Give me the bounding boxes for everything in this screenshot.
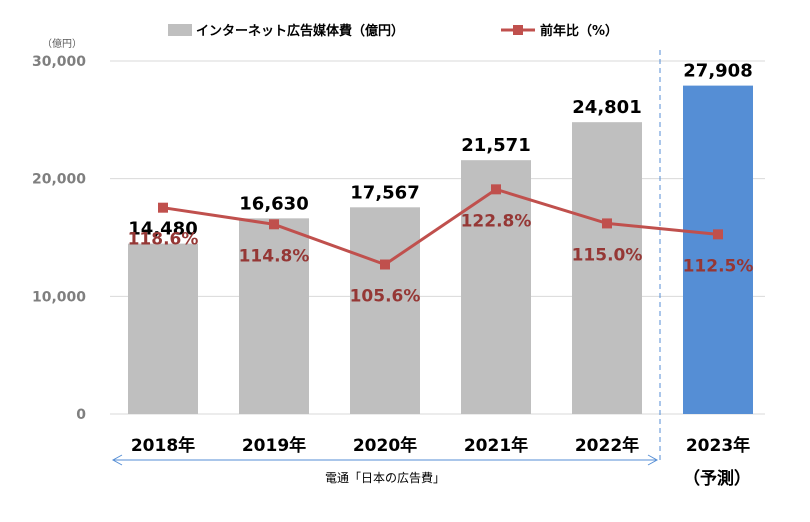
y-tick-label: 20,000 xyxy=(32,172,86,188)
bar xyxy=(350,207,420,414)
arrow-head-left xyxy=(111,454,123,466)
growth-label: 118.6% xyxy=(128,230,199,250)
x-category-label: 2023年 xyxy=(686,435,750,456)
bar-value-label: 14,480 xyxy=(128,219,197,240)
bar xyxy=(128,243,198,414)
legend-bar-label: インターネット広告媒体費（億円） xyxy=(196,23,404,39)
growth-line-series xyxy=(158,184,723,270)
source-note: 電通「日本の広告費」 xyxy=(325,470,445,485)
bar-value-label: 27,908 xyxy=(683,61,752,82)
y-tick-label: 0 xyxy=(76,407,86,423)
arrow-head-right xyxy=(647,454,659,466)
legend-bar-swatch xyxy=(168,24,192,36)
growth-marker xyxy=(713,229,723,240)
y-tick-label: 10,000 xyxy=(32,289,86,305)
gridlines xyxy=(110,60,765,415)
x-axis-labels: 2018年 2019年 2020年 2021年 2022年 2023年 xyxy=(131,435,750,456)
bar-value-label: 17,567 xyxy=(350,182,419,203)
y-tick-label: 30,000 xyxy=(32,54,86,70)
legend-line-marker xyxy=(513,25,523,35)
growth-line xyxy=(162,187,719,267)
y-axis-unit: （億円） xyxy=(42,37,82,50)
growth-labels: 118.6% 114.8% 105.6% 122.8% 115.0% 112.5% xyxy=(128,211,754,306)
bar xyxy=(461,160,531,414)
x-category-label: 2022年 xyxy=(575,435,639,456)
legend-line-label: 前年比（%） xyxy=(540,23,618,39)
x-category-label: 2019年 xyxy=(242,435,306,456)
growth-marker xyxy=(491,184,501,195)
bar-value-label: 21,571 xyxy=(461,135,530,156)
growth-label: 112.5% xyxy=(683,256,754,276)
bar xyxy=(572,122,642,414)
y-axis-ticks: 0 10,000 20,000 30,000 xyxy=(32,54,86,423)
growth-label: 115.0% xyxy=(572,245,643,265)
growth-label: 105.6% xyxy=(350,287,421,307)
x-category-label: 2018年 xyxy=(131,435,195,456)
growth-marker xyxy=(380,259,390,270)
bar-value-label: 16,630 xyxy=(239,193,308,214)
x-category-label: 2020年 xyxy=(353,435,417,456)
source-range-arrow xyxy=(111,454,659,466)
forecast-note: （予測） xyxy=(683,468,751,489)
growth-label: 122.8% xyxy=(461,211,532,231)
bar-value-label: 24,801 xyxy=(572,97,641,118)
bar xyxy=(683,85,753,414)
bar-value-labels: 14,480 16,630 17,567 21,571 24,801 27,908 xyxy=(128,61,752,240)
growth-marker xyxy=(158,202,168,213)
bar xyxy=(239,218,309,414)
x-category-label: 2021年 xyxy=(464,435,528,456)
bar-series xyxy=(128,85,753,414)
growth-marker xyxy=(602,218,612,229)
growth-label: 114.8% xyxy=(239,246,310,266)
legend: インターネット広告媒体費（億円） 前年比（%） xyxy=(168,23,618,39)
growth-marker xyxy=(269,219,279,230)
